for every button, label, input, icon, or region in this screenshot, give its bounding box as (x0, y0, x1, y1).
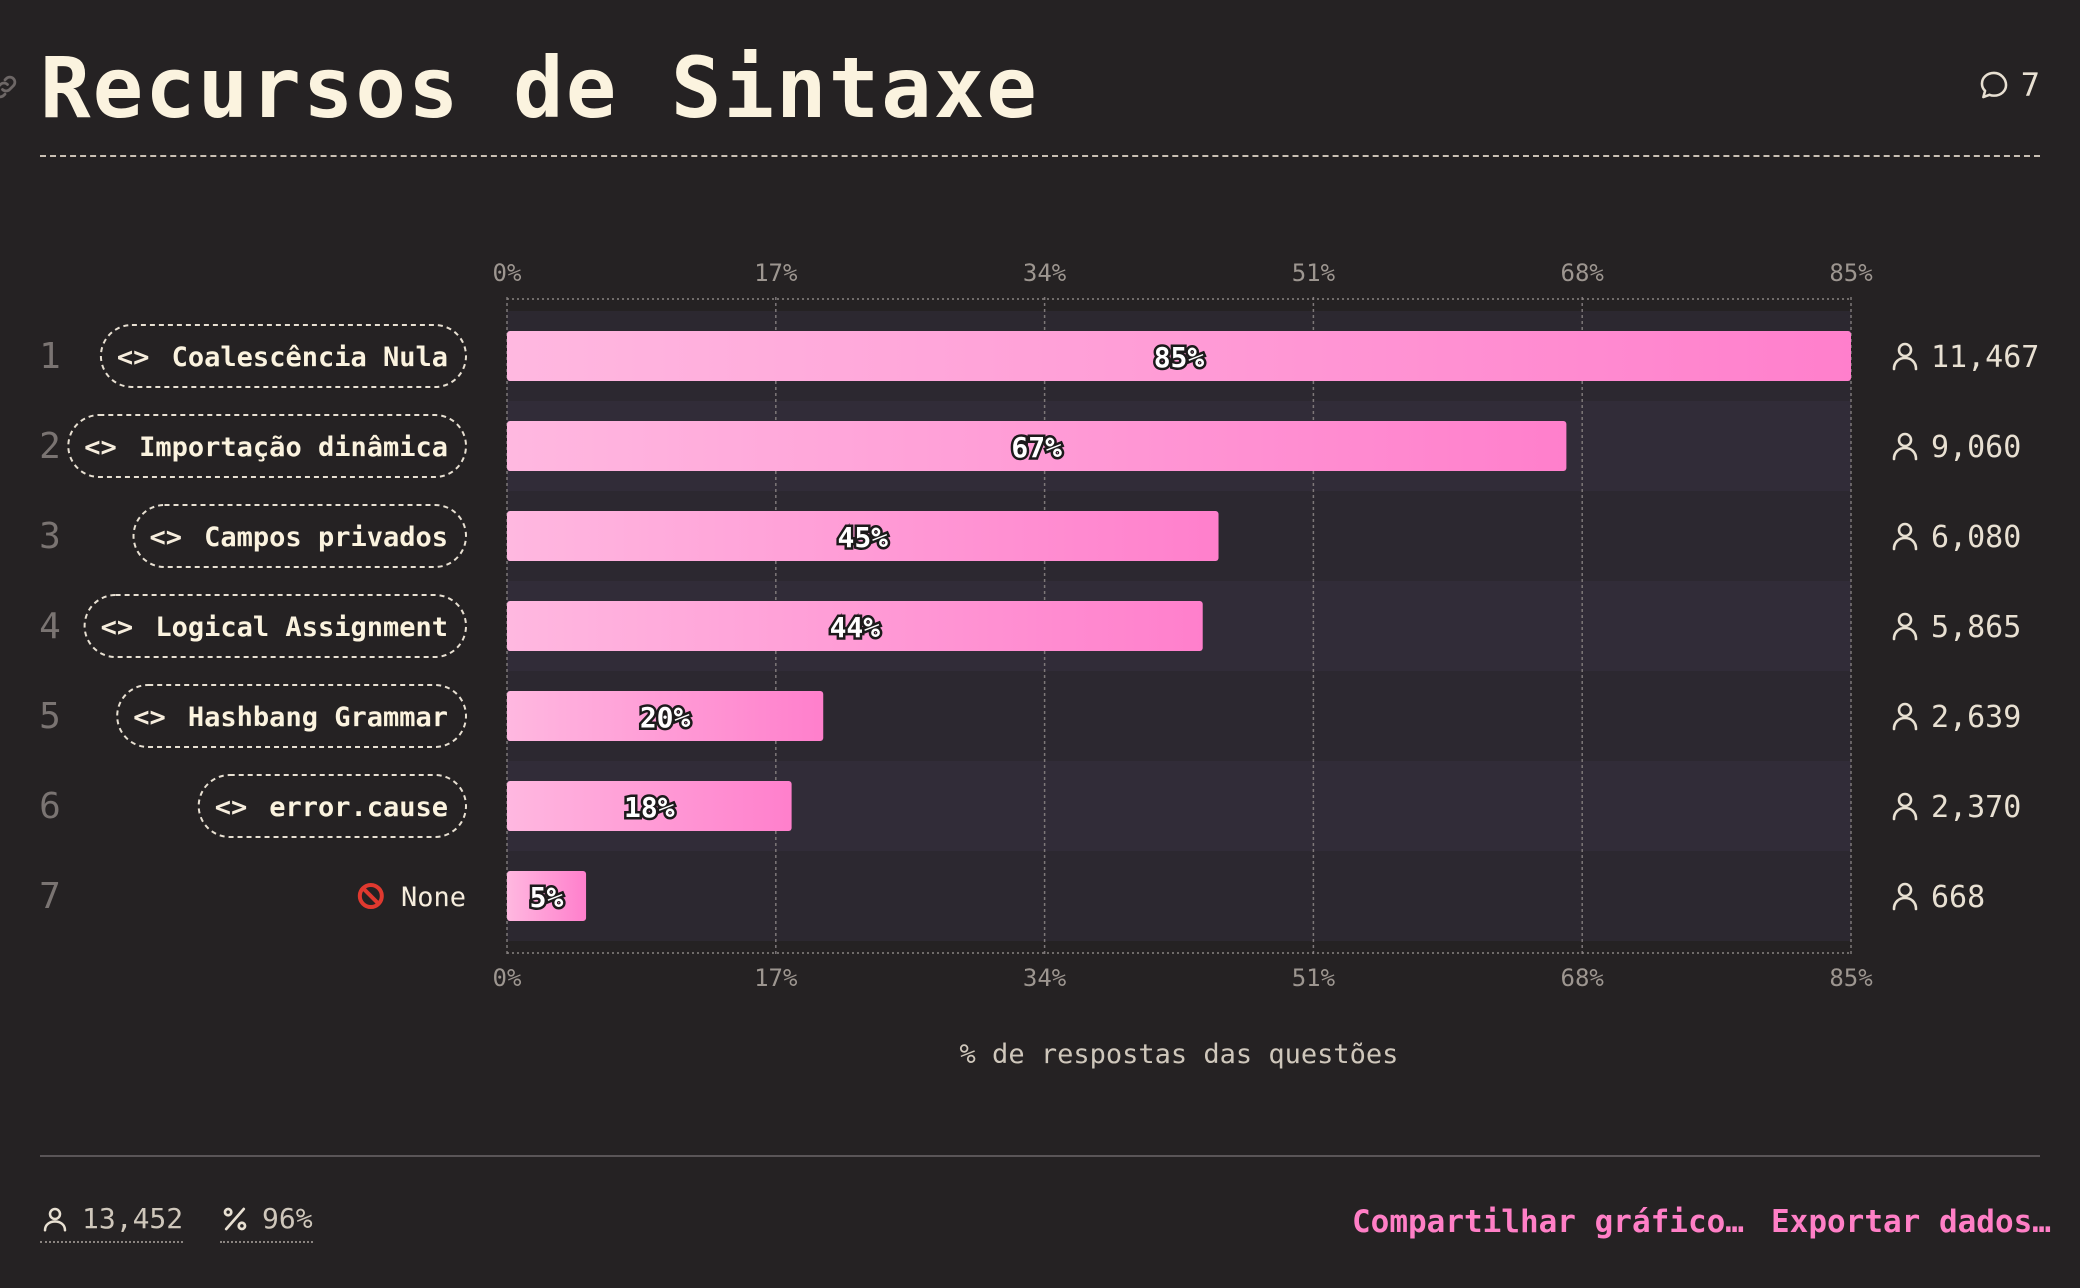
category-label: Hashbang Grammar (188, 702, 448, 733)
bar-value-label: 85% (1154, 341, 1205, 374)
title-divider (40, 155, 2040, 157)
respondent-count: 9,060 (1892, 430, 2021, 465)
category-none[interactable]: None (357, 882, 466, 913)
completion-value: 96% (262, 1202, 313, 1235)
category-tag[interactable]: <> Coalescência Nula (99, 324, 468, 388)
category-label: None (401, 882, 466, 913)
category-label: error.cause (269, 792, 448, 823)
tick-label-top: 51% (1292, 259, 1336, 287)
bar[interactable] (507, 601, 1203, 651)
row-background (507, 851, 1851, 941)
category-pill-border (132, 504, 467, 568)
x-axis-title: % de respostas das questões (960, 1039, 1399, 1070)
category-tag[interactable]: <> Importação dinâmica (67, 414, 468, 478)
user-icon (43, 1207, 67, 1231)
respondent-count-value: 2,639 (1931, 700, 2021, 735)
code-icon: <> (150, 522, 183, 553)
respondent-count-value: 11,467 (1931, 340, 2039, 375)
respondent-count-value: 668 (1931, 880, 1985, 915)
user-icon (1892, 792, 1918, 821)
respondent-count: 2,639 (1892, 700, 2021, 735)
tick-label-bottom: 34% (1023, 964, 1067, 992)
rank-label: 7 (39, 876, 61, 917)
category-tag[interactable]: <> error.cause (197, 774, 467, 838)
no-entry-icon (357, 883, 384, 909)
code-icon: <> (117, 342, 150, 373)
rank-label: 2 (39, 426, 61, 467)
respondent-count: 5,865 (1892, 610, 2021, 645)
footer-divider (40, 1155, 2040, 1157)
code-icon: <> (133, 702, 166, 733)
category-pill-border (116, 684, 467, 748)
export-data-link[interactable]: Exportar dados… (1771, 1204, 2051, 1240)
bar-value-label: 44% (830, 611, 881, 644)
bar-value-label: 18% (624, 791, 675, 824)
rank-label: 3 (39, 516, 61, 557)
respondent-count-value: 9,060 (1931, 430, 2021, 465)
percent-icon (223, 1207, 247, 1230)
bar[interactable] (507, 871, 587, 921)
tick-label-top: 0% (493, 259, 522, 287)
rank-label: 4 (39, 606, 61, 647)
respondent-count: 11,467 (1892, 340, 2039, 375)
tick-label-top: 17% (754, 259, 798, 287)
category-pill-border (99, 324, 468, 388)
bar[interactable] (507, 331, 1851, 381)
comment-count: 7 (2020, 66, 2040, 104)
rank-label: 1 (39, 336, 61, 377)
respondent-count-value: 5,865 (1931, 610, 2021, 645)
category-pill-border (197, 774, 467, 838)
tick-label-bottom: 17% (754, 964, 798, 992)
category-pill-border (83, 594, 467, 658)
user-icon (1892, 342, 1918, 371)
completion-stat[interactable]: 96% (220, 1202, 313, 1243)
bar-value-label: 5% (530, 881, 564, 914)
respondent-count: 6,080 (1892, 520, 2021, 555)
user-icon (1892, 612, 1918, 641)
category-label: Campos privados (204, 522, 448, 553)
category-label: Logical Assignment (155, 612, 448, 643)
tick-label-bottom: 51% (1292, 964, 1336, 992)
category-label: Coalescência Nula (172, 342, 448, 373)
respondent-count: 668 (1892, 880, 1985, 915)
code-icon: <> (84, 432, 117, 463)
page-title: Recursos de Sintaxe (40, 39, 1039, 137)
bar-value-label: 45% (837, 521, 888, 554)
link-icon[interactable] (0, 72, 20, 102)
user-icon (1892, 432, 1918, 461)
tick-label-bottom: 0% (493, 964, 522, 992)
category-tag[interactable]: <> Campos privados (132, 504, 467, 568)
respondent-count: 2,370 (1892, 790, 2021, 825)
bar-value-label: 67% (1011, 431, 1062, 464)
bar[interactable] (507, 421, 1567, 471)
category-tag[interactable]: <> Logical Assignment (83, 594, 467, 658)
total-respondents-stat[interactable]: 13,452 (40, 1202, 184, 1243)
tick-label-bottom: 85% (1829, 964, 1873, 992)
bar-chart: 0%0%17%17%34%34%51%51%68%68%85%85% 85%1 <… (39, 259, 2039, 1070)
bar[interactable] (507, 781, 792, 831)
tick-label-top: 68% (1561, 259, 1605, 287)
code-icon: <> (101, 612, 134, 643)
tick-label-top: 85% (1829, 259, 1873, 287)
bar-value-label: 20% (640, 701, 691, 734)
bar[interactable] (507, 511, 1219, 561)
share-chart-link[interactable]: Compartilhar gráfico… (1352, 1204, 1744, 1240)
tick-label-top: 34% (1023, 259, 1067, 287)
respondent-count-value: 6,080 (1931, 520, 2021, 555)
tick-label-bottom: 68% (1561, 964, 1605, 992)
total-respondents-value: 13,452 (82, 1202, 184, 1235)
comments-button[interactable]: 7 (1977, 66, 2040, 104)
user-icon (1892, 522, 1918, 551)
user-icon (1892, 882, 1918, 911)
category-tag[interactable]: <> Hashbang Grammar (116, 684, 467, 748)
rank-label: 6 (39, 786, 61, 827)
comment-icon (1980, 71, 2008, 99)
category-label: Importação dinâmica (139, 432, 448, 463)
code-icon: <> (215, 792, 248, 823)
bar[interactable] (507, 691, 824, 741)
user-icon (1892, 702, 1918, 731)
rank-label: 5 (39, 696, 61, 737)
respondent-count-value: 2,370 (1931, 790, 2021, 825)
